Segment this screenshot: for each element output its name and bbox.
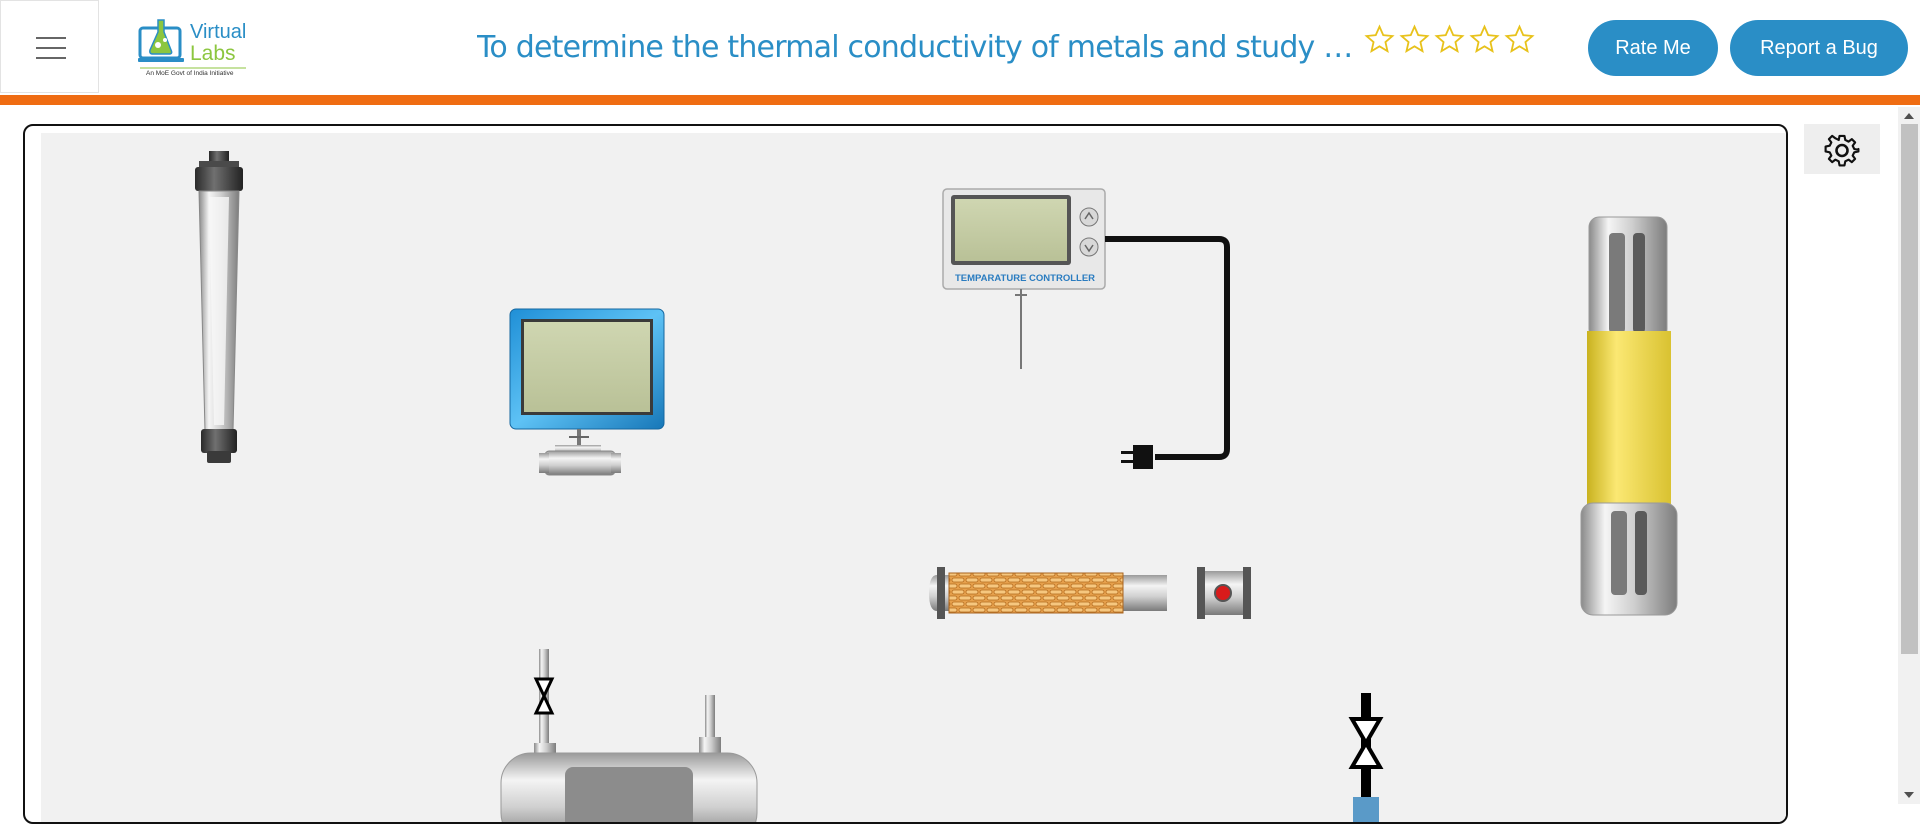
star-icon[interactable] (1434, 24, 1465, 55)
heater-coil[interactable] (929, 567, 1251, 619)
temperature-controller[interactable]: TEMPARATURE CONTROLLER (942, 188, 1230, 469)
header-divider (0, 95, 1920, 105)
scroll-up-arrow-icon[interactable] (1904, 113, 1914, 119)
page-title: To determine the thermal conductivity of… (477, 30, 1357, 65)
star-icon[interactable] (1399, 24, 1430, 55)
settings-button[interactable] (1804, 124, 1880, 174)
gear-icon (1824, 134, 1860, 167)
top-header: Virtual Labs An MoE Govt of India Initia… (0, 0, 1920, 96)
virtual-labs-logo-icon: Virtual Labs An MoE Govt of India Initia… (138, 19, 246, 77)
svg-text:Labs: Labs (190, 42, 236, 65)
star-icon[interactable] (1504, 24, 1535, 55)
hamburger-menu-button[interactable] (0, 0, 99, 93)
star-icon[interactable] (1364, 24, 1395, 55)
outlet-valve[interactable] (1348, 693, 1384, 824)
menu-icon-line (36, 47, 66, 49)
scroll-thumb[interactable] (1901, 124, 1918, 654)
menu-icon-line (36, 37, 66, 39)
vertical-scrollbar[interactable] (1898, 107, 1920, 804)
simulation-canvas: TEMPARATURE CONTROLLER (41, 133, 1786, 824)
rate-me-button[interactable]: Rate Me (1588, 20, 1718, 76)
menu-icon-line (36, 57, 66, 59)
rating-stars[interactable] (1364, 24, 1535, 55)
virtual-labs-logo[interactable]: Virtual Labs An MoE Govt of India Initia… (138, 14, 250, 78)
digital-display[interactable] (509, 308, 665, 476)
apparatus-drawing: TEMPARATURE CONTROLLER (195, 151, 1678, 824)
test-section-pipe[interactable] (1580, 216, 1678, 616)
controller-label: TEMPARATURE CONTROLLER (955, 273, 1095, 284)
simulation-frame: TEMPARATURE CONTROLLER (23, 124, 1788, 824)
star-icon[interactable] (1469, 24, 1500, 55)
logo-tagline: An MoE Govt of India Initiative (146, 70, 234, 77)
svg-text:Virtual: Virtual (190, 21, 246, 43)
rotameter[interactable] (195, 151, 243, 463)
scroll-down-arrow-icon[interactable] (1904, 792, 1914, 798)
water-tank[interactable] (500, 649, 758, 824)
report-bug-button[interactable]: Report a Bug (1730, 20, 1908, 76)
